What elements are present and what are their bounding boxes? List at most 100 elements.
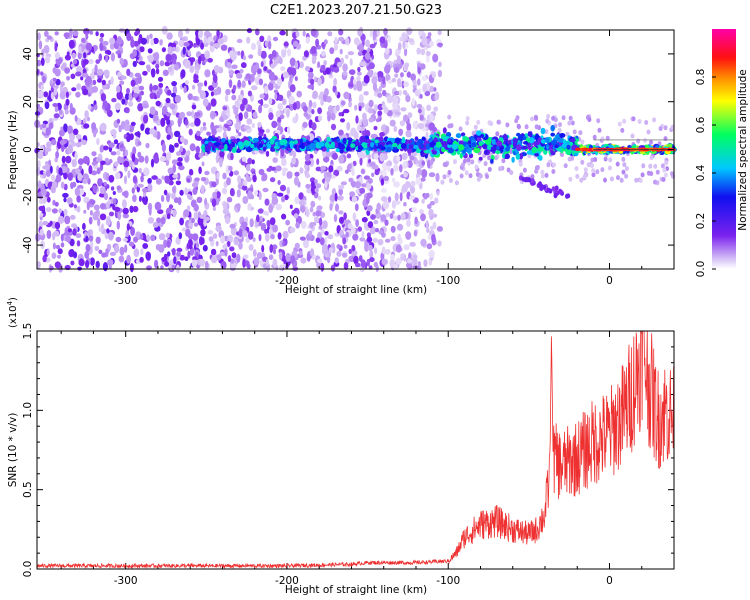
spectrogram-cell <box>582 174 587 180</box>
spectrogram-cell <box>233 238 239 246</box>
spectrogram-cell <box>317 258 323 263</box>
spectrogram-cell <box>98 249 103 254</box>
spectrogram-cell <box>147 177 152 185</box>
spectrogram-cell <box>327 234 334 240</box>
spectrogram-cell <box>427 234 432 240</box>
spectrogram-cell <box>355 219 359 228</box>
spectrogram-cell <box>330 123 337 131</box>
spectrogram-cell <box>151 175 158 180</box>
spectrogram-cell <box>597 127 602 133</box>
spectrogram-cell <box>442 162 447 167</box>
spectrogram-cell <box>537 146 544 152</box>
spectrogram-cell <box>116 220 121 230</box>
spectrogram-cell <box>277 103 284 111</box>
spectrogram-cell <box>551 186 556 192</box>
spectrogram-cell <box>224 247 228 257</box>
spectrogram-cell <box>419 114 424 121</box>
spectrogram-cell <box>159 39 163 46</box>
spectrogram-cell <box>46 196 51 203</box>
spectrogram-cell <box>260 98 264 106</box>
spectrogram-cell <box>92 185 98 193</box>
spectrogram-cell <box>476 130 482 136</box>
spectrogram-cell <box>100 223 105 232</box>
spectrogram-cell <box>191 110 195 119</box>
spectrogram-cell <box>603 156 608 162</box>
spectrogram-cell <box>265 150 270 157</box>
spectrogram-cell <box>624 173 629 179</box>
spectrogram-cell <box>172 85 178 95</box>
spectrogram-cell <box>294 171 300 177</box>
spectrogram-cell <box>322 243 328 253</box>
spectrogram-cell <box>95 260 100 269</box>
spectrogram-cell <box>96 167 101 175</box>
spectrogram-cell <box>103 181 107 187</box>
spectrogram-cell <box>207 57 213 63</box>
spectrogram-cell <box>277 232 282 240</box>
spectrogram-cell <box>65 155 72 164</box>
spectrogram-cell <box>277 180 281 185</box>
spectrogram-cell <box>233 170 239 176</box>
spectrogram-cell <box>461 162 466 168</box>
spectrogram-cell <box>320 98 324 106</box>
spectrogram-cell <box>373 104 379 112</box>
spectrogram-cell <box>593 157 598 162</box>
spectrogram-cell <box>166 32 173 40</box>
y-tick-label: -20 <box>22 189 34 206</box>
spectrogram-cell <box>447 138 452 143</box>
spectrogram-cell <box>343 91 350 100</box>
spectrogram-cell <box>348 177 354 183</box>
spectrogram-cell <box>217 38 224 45</box>
spectrogram-cell <box>222 201 228 210</box>
spectrogram-cell <box>46 229 52 239</box>
spectrogram-cell <box>243 254 249 259</box>
spectrogram-cell <box>575 173 580 179</box>
spectrogram-cell <box>63 183 68 191</box>
spectrogram-cell <box>282 240 286 247</box>
spectrogram-cell <box>269 217 276 226</box>
spectrogram-cell <box>243 125 251 130</box>
spectrogram-cell <box>102 40 109 46</box>
spectrogram-cell <box>351 167 355 177</box>
spectrogram-cell <box>172 174 179 179</box>
spectrogram-cell <box>592 134 597 140</box>
spectrogram-cell <box>380 178 385 186</box>
spectrogram-cell <box>152 221 159 228</box>
spectrogram-cell <box>382 200 390 210</box>
spectrogram-cell <box>368 117 374 123</box>
spectrogram-cell <box>157 76 164 82</box>
spectrogram-cell <box>506 167 511 173</box>
spectrogram-cell <box>197 82 204 88</box>
spectrogram-cell <box>50 91 55 100</box>
spectrogram-cell <box>366 182 372 190</box>
spectrogram-cell <box>63 208 68 216</box>
spectrogram-cell <box>428 172 436 178</box>
spectrogram-cell <box>366 232 371 238</box>
spectrogram-cell <box>572 129 577 135</box>
spectrogram-cell <box>142 70 148 76</box>
spectrogram-cell <box>299 61 304 69</box>
spectrogram-cell <box>119 246 125 256</box>
spectrogram-cell <box>366 258 371 267</box>
spectrogram-cell <box>54 201 59 207</box>
spectrogram-cell <box>317 231 322 240</box>
spectrogram-cell <box>383 41 388 49</box>
spectrogram-cell <box>561 115 566 121</box>
spectrogram-cell <box>100 122 107 132</box>
spectrogram-cell <box>240 62 247 69</box>
spectrogram-cell <box>204 50 211 59</box>
spectrogram-cell <box>130 79 136 87</box>
spectrogram-cell <box>324 149 331 159</box>
spectrogram-cell <box>83 209 87 214</box>
spectrogram-cell <box>177 118 181 128</box>
spectrogram-cell <box>354 203 359 212</box>
spectrogram-cell <box>447 170 452 175</box>
spectrogram-cell <box>52 67 57 74</box>
spectrogram-cell <box>351 180 356 188</box>
spectrogram-cell <box>212 206 216 211</box>
spectrogram-cell <box>178 39 185 48</box>
spectrogram-cell <box>114 206 121 213</box>
spectrogram-cell <box>271 120 278 129</box>
spectrogram-cell <box>42 195 46 205</box>
spectrogram-cell <box>38 205 45 211</box>
spectrogram-cell <box>101 79 107 86</box>
